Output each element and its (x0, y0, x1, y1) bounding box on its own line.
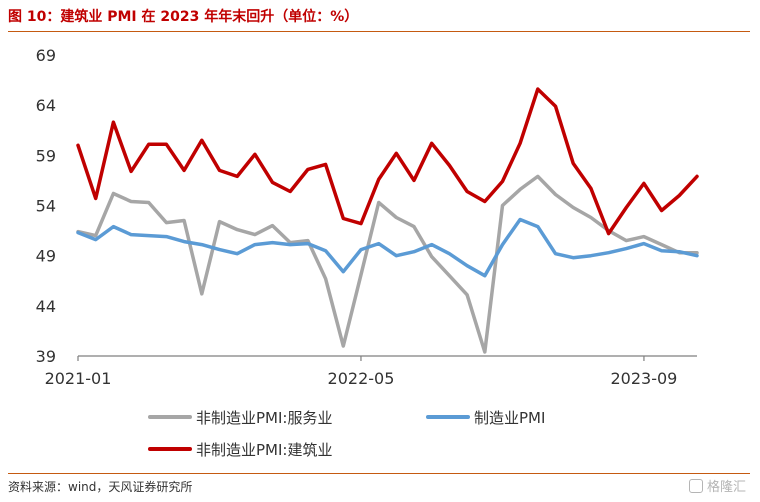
series-line-services (76, 174, 699, 354)
watermark: 格隆汇 (688, 476, 746, 495)
x-tick-label: 2021-01 (45, 369, 112, 388)
source-note: 资料来源：wind，天风证券研究所 (8, 480, 193, 494)
y-tick-label: 39 (36, 347, 56, 366)
y-tick-label: 69 (36, 46, 56, 65)
chart-title: 图 10：建筑业 PMI 在 2023 年年末回升（单位：%） (8, 9, 359, 25)
y-tick-label: 59 (36, 146, 56, 165)
legend-label-services: 非制造业PMI:服务业 (196, 409, 332, 427)
series-line-manufacturing (76, 217, 699, 278)
y-tick-label: 54 (36, 197, 56, 216)
y-tick-label: 44 (36, 297, 56, 316)
x-axis-ticks: 2021-01 2022-05 2023-09 (45, 356, 678, 388)
watermark-text: 格隆汇 (706, 480, 746, 495)
legend: 非制造业PMI:服务业 制造业PMI 非制造业PMI:建筑业 (148, 409, 545, 459)
y-tick-label: 64 (36, 96, 56, 115)
watermark-logo-icon (688, 478, 703, 493)
series-lines (76, 87, 699, 354)
legend-label-construction: 非制造业PMI:建筑业 (196, 441, 332, 459)
series-line-construction (76, 87, 699, 236)
x-tick-label: 2023-09 (611, 369, 678, 388)
title-divider (8, 31, 750, 32)
footer-divider (8, 473, 750, 474)
x-tick-label: 2022-05 (328, 369, 395, 388)
y-tick-label: 49 (36, 247, 56, 266)
legend-label-manufacturing: 制造业PMI (474, 409, 545, 427)
line-chart: 39 44 49 54 59 64 69 2021-01 2022-05 2023-09 非制造… (36, 46, 699, 459)
y-axis-labels: 39 44 49 54 59 64 69 (36, 46, 56, 366)
